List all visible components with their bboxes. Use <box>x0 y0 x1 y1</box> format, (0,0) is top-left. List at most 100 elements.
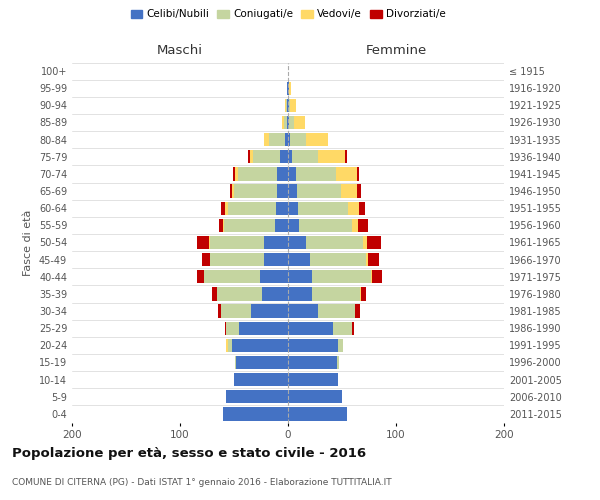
Bar <box>248 150 250 164</box>
Bar <box>349 202 359 215</box>
Text: Maschi: Maschi <box>157 44 203 58</box>
Bar <box>234 373 288 386</box>
Bar <box>296 184 341 198</box>
Bar <box>224 218 275 232</box>
Bar <box>307 133 328 146</box>
Bar <box>264 133 269 146</box>
Bar <box>372 270 382 283</box>
Bar <box>227 338 232 352</box>
Bar <box>204 270 260 283</box>
Bar <box>197 236 209 249</box>
Bar <box>288 167 296 180</box>
Bar <box>226 390 288 404</box>
Bar <box>288 202 298 215</box>
Bar <box>352 218 358 232</box>
Bar <box>288 116 289 129</box>
Bar <box>298 202 349 215</box>
Bar <box>226 322 239 335</box>
Bar <box>238 167 277 180</box>
Bar <box>289 116 295 129</box>
Bar <box>277 184 288 198</box>
Bar <box>288 270 312 283</box>
Bar <box>264 236 288 249</box>
Bar <box>288 184 296 198</box>
Bar <box>221 202 226 215</box>
Bar <box>296 167 335 180</box>
Bar <box>276 202 288 215</box>
Bar <box>288 304 318 318</box>
Bar <box>287 116 288 129</box>
Bar <box>318 304 355 318</box>
Bar <box>345 150 347 164</box>
Bar <box>290 133 307 146</box>
Bar <box>371 270 372 283</box>
Bar <box>288 236 307 249</box>
Bar <box>264 253 288 266</box>
Bar <box>312 287 361 300</box>
Bar <box>338 338 343 352</box>
Bar <box>288 287 312 300</box>
Bar <box>288 356 337 369</box>
Bar <box>288 390 342 404</box>
Bar <box>218 304 221 318</box>
Bar <box>284 116 287 129</box>
Bar <box>362 236 367 249</box>
Bar <box>210 236 264 249</box>
Bar <box>310 253 366 266</box>
Bar <box>352 322 354 335</box>
Bar <box>227 202 276 215</box>
Text: Femmine: Femmine <box>365 44 427 58</box>
Bar <box>202 253 210 266</box>
Y-axis label: Fasce di età: Fasce di età <box>23 210 33 276</box>
Bar <box>337 356 339 369</box>
Bar <box>287 82 288 95</box>
Bar <box>295 116 305 129</box>
Bar <box>280 150 288 164</box>
Bar <box>292 150 318 164</box>
Bar <box>275 218 288 232</box>
Bar <box>357 167 359 180</box>
Bar <box>285 98 286 112</box>
Bar <box>197 270 204 283</box>
Bar <box>367 236 381 249</box>
Bar <box>335 167 357 180</box>
Bar <box>226 338 227 352</box>
Legend: Celibi/Nubili, Coniugati/e, Vedovi/e, Divorziati/e: Celibi/Nubili, Coniugati/e, Vedovi/e, Di… <box>127 5 449 24</box>
Bar <box>250 150 253 164</box>
Bar <box>236 356 288 369</box>
Bar <box>307 236 362 249</box>
Bar <box>223 407 288 420</box>
Bar <box>288 407 347 420</box>
Bar <box>251 304 288 318</box>
Bar <box>318 150 345 164</box>
Bar <box>290 98 296 112</box>
Bar <box>288 133 290 146</box>
Bar <box>288 322 334 335</box>
Bar <box>285 133 288 146</box>
Bar <box>361 287 366 300</box>
Bar <box>234 184 277 198</box>
Bar <box>366 253 368 266</box>
Bar <box>287 98 288 112</box>
Bar <box>217 287 262 300</box>
Bar <box>334 322 352 335</box>
Bar <box>210 253 264 266</box>
Bar <box>288 338 338 352</box>
Bar <box>260 270 288 283</box>
Bar <box>289 98 290 112</box>
Bar <box>221 304 251 318</box>
Text: COMUNE DI CITERNA (PG) - Dati ISTAT 1° gennaio 2016 - Elaborazione TUTTITALIA.IT: COMUNE DI CITERNA (PG) - Dati ISTAT 1° g… <box>12 478 392 487</box>
Bar <box>223 218 224 232</box>
Bar <box>235 167 238 180</box>
Bar <box>230 184 232 198</box>
Bar <box>281 116 284 129</box>
Bar <box>212 287 217 300</box>
Bar <box>232 338 288 352</box>
Bar <box>277 167 288 180</box>
Bar <box>341 184 357 198</box>
Bar <box>262 287 288 300</box>
Bar <box>355 304 361 318</box>
Bar <box>357 184 361 198</box>
Bar <box>299 218 352 232</box>
Bar <box>288 218 299 232</box>
